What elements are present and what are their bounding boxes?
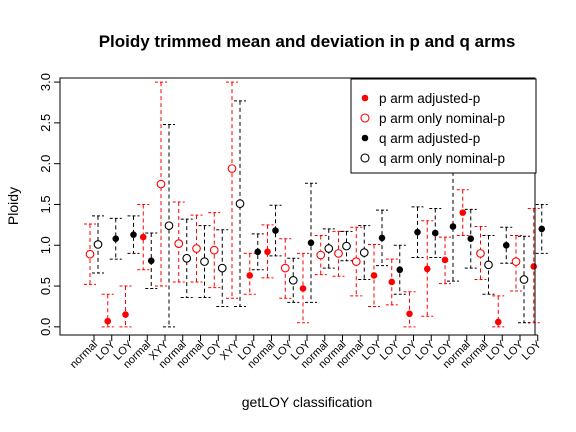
y-axis: 0.0 0.5 1.0 1.5 2.0 2.5 3.0	[38, 73, 61, 336]
legend-item: p arm only nominal-p	[360, 111, 505, 126]
data-point	[459, 209, 467, 216]
data-point	[307, 239, 315, 247]
series-q-arm	[92, 100, 548, 328]
data-point	[130, 231, 137, 238]
data-point	[164, 221, 174, 231]
legend-marker	[360, 153, 370, 163]
data-point	[246, 272, 254, 279]
data-point	[264, 248, 271, 256]
legend-item: q arm adjusted-p	[361, 131, 480, 146]
data-point	[324, 244, 334, 253]
y-axis-label: Ploidy	[5, 187, 21, 225]
y-tick-label: 3.0	[38, 73, 53, 91]
data-point	[519, 275, 529, 284]
x-axis: normalLOYLOYnormalXYYnormalnormalLOYXYYL…	[68, 334, 545, 371]
data-point	[441, 256, 449, 264]
data-point	[388, 278, 396, 286]
data-point	[192, 244, 201, 253]
data-point	[139, 233, 147, 241]
data-point	[299, 285, 307, 292]
legend-label: q arm adjusted-p	[379, 131, 480, 146]
y-tick-label: 2.0	[38, 155, 53, 173]
data-point	[316, 250, 326, 260]
data-point	[104, 317, 112, 325]
data-point	[334, 249, 343, 258]
data-point	[182, 253, 192, 263]
data-point	[93, 240, 103, 249]
legend-item: p arm adjusted-p	[361, 91, 480, 106]
y-tick-label: 0.5	[38, 277, 53, 295]
data-point	[414, 228, 421, 236]
data-point	[288, 275, 298, 285]
y-tick-label: 1.5	[38, 195, 53, 213]
legend: p arm adjusted-p p arm only nominal-p q ar…	[350, 78, 537, 174]
data-point	[467, 235, 475, 243]
data-point	[272, 227, 279, 234]
data-point	[235, 199, 245, 208]
data-point	[254, 248, 262, 256]
chart-title: Ploidy trimmed mean and deviation in p a…	[99, 32, 516, 51]
data-point	[406, 310, 413, 318]
data-point	[396, 266, 404, 274]
data-point	[370, 272, 378, 279]
data-point	[156, 179, 166, 189]
legend-item: q arm only nominal-p	[360, 151, 505, 166]
y-tick-label: 1.0	[38, 236, 53, 254]
plot-area	[84, 81, 548, 328]
data-point	[431, 229, 439, 237]
y-tick-label: 2.5	[38, 114, 53, 132]
data-point	[423, 265, 431, 273]
y-tick-label: 0.0	[38, 318, 53, 336]
data-point	[174, 239, 184, 248]
data-point	[484, 260, 493, 270]
data-point	[449, 223, 457, 230]
data-point	[280, 263, 290, 273]
legend-box	[350, 78, 537, 174]
data-point	[476, 249, 485, 258]
data-point	[85, 249, 95, 259]
data-point	[122, 311, 129, 318]
data-point	[209, 245, 219, 255]
data-point	[227, 164, 237, 173]
data-point	[494, 318, 502, 326]
legend-marker	[360, 113, 370, 123]
data-point	[530, 263, 538, 270]
data-point	[351, 257, 361, 266]
x-axis-label: getLOY classification	[242, 394, 372, 410]
legend-marker	[361, 94, 369, 102]
data-point	[359, 248, 369, 257]
data-point	[342, 241, 351, 251]
data-point	[112, 235, 120, 243]
data-point	[538, 225, 546, 233]
legend-label: p arm adjusted-p	[379, 91, 480, 106]
legend-label: q arm only nominal-p	[379, 151, 505, 166]
data-point	[502, 241, 510, 249]
data-point	[378, 234, 386, 242]
data-point	[511, 257, 521, 266]
legend-marker	[361, 134, 369, 142]
data-point	[217, 263, 227, 273]
data-point	[147, 257, 155, 265]
x-tick-label: LOY	[520, 338, 545, 363]
data-point	[200, 257, 209, 266]
legend-label: p arm only nominal-p	[379, 111, 505, 126]
series-p-arm	[84, 81, 540, 328]
